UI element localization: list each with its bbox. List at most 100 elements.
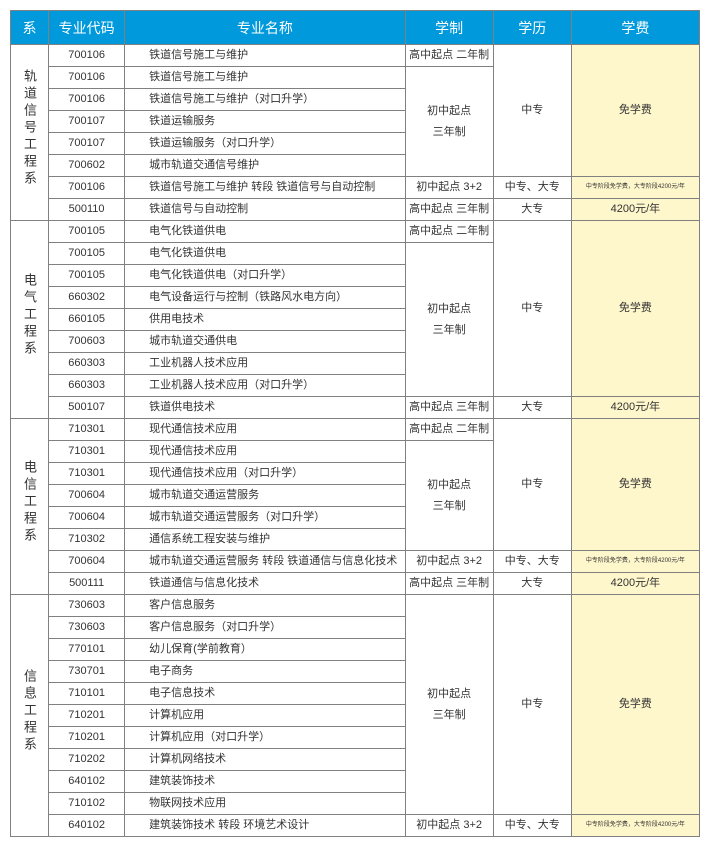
degree-cell: 大专 — [493, 573, 571, 595]
dept-cell: 信息工程系 — [11, 595, 49, 837]
col-header-3: 学制 — [405, 11, 493, 45]
major-name-cell: 铁道信号施工与维护 — [125, 45, 405, 67]
major-name-cell: 客户信息服务（对口升学） — [125, 617, 405, 639]
code-cell: 700105 — [49, 243, 125, 265]
table-row: 信息工程系730603客户信息服务初中起点三年制中专免学费 — [11, 595, 700, 617]
code-cell: 700107 — [49, 133, 125, 155]
code-cell: 660105 — [49, 309, 125, 331]
schedule-group-cell: 初中起点三年制 — [405, 67, 493, 177]
col-header-0: 系 — [11, 11, 49, 45]
code-cell: 640102 — [49, 815, 125, 837]
table-header-row: 系专业代码专业名称学制学历学费 — [11, 11, 700, 45]
table-row: 轨道信号工程系700106铁道信号施工与维护高中起点 二年制中专免学费 — [11, 45, 700, 67]
major-name-cell: 通信系统工程安装与维护 — [125, 529, 405, 551]
table-row: 电气工程系700105电气化铁道供电高中起点 二年制中专免学费 — [11, 221, 700, 243]
majors-table: 系专业代码专业名称学制学历学费 轨道信号工程系700106铁道信号施工与维护高中… — [10, 10, 700, 837]
fee-cell: 4200元/年 — [571, 573, 699, 595]
fee-cell: 中专阶段免学费，大专阶段4200元/年 — [571, 815, 699, 837]
fee-cell: 中专阶段免学费，大专阶段4200元/年 — [571, 551, 699, 573]
dept-name: 轨道信号工程系 — [19, 69, 40, 188]
code-cell: 710301 — [49, 463, 125, 485]
major-name-cell: 电子信息技术 — [125, 683, 405, 705]
col-header-2: 专业名称 — [125, 11, 405, 45]
major-name-cell: 铁道信号与自动控制 — [125, 199, 405, 221]
fee-group-cell: 免学费 — [571, 419, 699, 551]
major-name-cell: 铁道信号施工与维护 — [125, 67, 405, 89]
major-name-cell: 工业机器人技术应用（对口升学） — [125, 375, 405, 397]
fee-cell: 中专阶段免学费，大专阶段4200元/年 — [571, 177, 699, 199]
code-cell: 700106 — [49, 67, 125, 89]
table-row: 700106铁道信号施工与维护 转段 铁道信号与自动控制初中起点 3+2中专、大… — [11, 177, 700, 199]
major-name-cell: 铁道信号施工与维护（对口升学） — [125, 89, 405, 111]
code-cell: 730701 — [49, 661, 125, 683]
degree-group-cell: 中专 — [493, 221, 571, 397]
major-name-cell: 现代通信技术应用 — [125, 419, 405, 441]
dept-name: 电气工程系 — [19, 273, 40, 358]
degree-cell: 大专 — [493, 199, 571, 221]
major-name-cell: 现代通信技术应用 — [125, 441, 405, 463]
schedule-group-cell: 初中起点三年制 — [405, 243, 493, 397]
major-name-cell: 计算机网络技术 — [125, 749, 405, 771]
code-cell: 500107 — [49, 397, 125, 419]
code-cell: 660303 — [49, 375, 125, 397]
major-name-cell: 城市轨道交通运营服务 转段 铁道通信与信息化技术 — [125, 551, 405, 573]
major-name-cell: 建筑装饰技术 转段 环境艺术设计 — [125, 815, 405, 837]
degree-group-cell: 中专 — [493, 419, 571, 551]
col-header-1: 专业代码 — [49, 11, 125, 45]
code-cell: 710101 — [49, 683, 125, 705]
fee-cell: 4200元/年 — [571, 199, 699, 221]
code-cell: 730603 — [49, 595, 125, 617]
schedule-cell: 初中起点 3+2 — [405, 177, 493, 199]
degree-cell: 中专、大专 — [493, 815, 571, 837]
code-cell: 710201 — [49, 727, 125, 749]
code-cell: 700602 — [49, 155, 125, 177]
code-cell: 700603 — [49, 331, 125, 353]
degree-group-cell: 中专 — [493, 45, 571, 177]
schedule-cell: 高中起点 二年制 — [405, 221, 493, 243]
col-header-4: 学历 — [493, 11, 571, 45]
fee-cell: 4200元/年 — [571, 397, 699, 419]
code-cell: 700604 — [49, 485, 125, 507]
major-name-cell: 计算机应用 — [125, 705, 405, 727]
major-name-cell: 电气化铁道供电（对口升学） — [125, 265, 405, 287]
code-cell: 700105 — [49, 265, 125, 287]
dept-cell: 电信工程系 — [11, 419, 49, 595]
major-name-cell: 城市轨道交通运营服务 — [125, 485, 405, 507]
code-cell: 500111 — [49, 573, 125, 595]
col-header-5: 学费 — [571, 11, 699, 45]
major-name-cell: 电子商务 — [125, 661, 405, 683]
major-name-cell: 铁道信号施工与维护 转段 铁道信号与自动控制 — [125, 177, 405, 199]
major-name-cell: 铁道供电技术 — [125, 397, 405, 419]
code-cell: 710301 — [49, 419, 125, 441]
major-name-cell: 物联网技术应用 — [125, 793, 405, 815]
code-cell: 710202 — [49, 749, 125, 771]
table-row: 700604城市轨道交通运营服务 转段 铁道通信与信息化技术初中起点 3+2中专… — [11, 551, 700, 573]
code-cell: 660302 — [49, 287, 125, 309]
code-cell: 700604 — [49, 507, 125, 529]
code-cell: 700106 — [49, 89, 125, 111]
table-row: 电信工程系710301现代通信技术应用高中起点 二年制中专免学费 — [11, 419, 700, 441]
code-cell: 710302 — [49, 529, 125, 551]
dept-name: 电信工程系 — [19, 460, 40, 545]
major-name-cell: 电气设备运行与控制（铁路风水电方向） — [125, 287, 405, 309]
code-cell: 730603 — [49, 617, 125, 639]
major-name-cell: 城市轨道交通运营服务（对口升学） — [125, 507, 405, 529]
table-row: 500107铁道供电技术高中起点 三年制大专4200元/年 — [11, 397, 700, 419]
table-row: 500110铁道信号与自动控制高中起点 三年制大专4200元/年 — [11, 199, 700, 221]
code-cell: 710301 — [49, 441, 125, 463]
code-cell: 700106 — [49, 45, 125, 67]
major-name-cell: 城市轨道交通信号维护 — [125, 155, 405, 177]
major-name-cell: 电气化铁道供电 — [125, 221, 405, 243]
major-name-cell: 客户信息服务 — [125, 595, 405, 617]
code-cell: 770101 — [49, 639, 125, 661]
fee-group-cell: 免学费 — [571, 45, 699, 177]
table-row: 640102建筑装饰技术 转段 环境艺术设计初中起点 3+2中专、大专中专阶段免… — [11, 815, 700, 837]
table-row: 500111铁道通信与信息化技术高中起点 三年制大专4200元/年 — [11, 573, 700, 595]
major-name-cell: 工业机器人技术应用 — [125, 353, 405, 375]
major-name-cell: 铁道运输服务（对口升学） — [125, 133, 405, 155]
major-name-cell: 建筑装饰技术 — [125, 771, 405, 793]
code-cell: 710201 — [49, 705, 125, 727]
code-cell: 700106 — [49, 177, 125, 199]
major-name-cell: 幼儿保育(学前教育） — [125, 639, 405, 661]
schedule-cell: 高中起点 三年制 — [405, 199, 493, 221]
